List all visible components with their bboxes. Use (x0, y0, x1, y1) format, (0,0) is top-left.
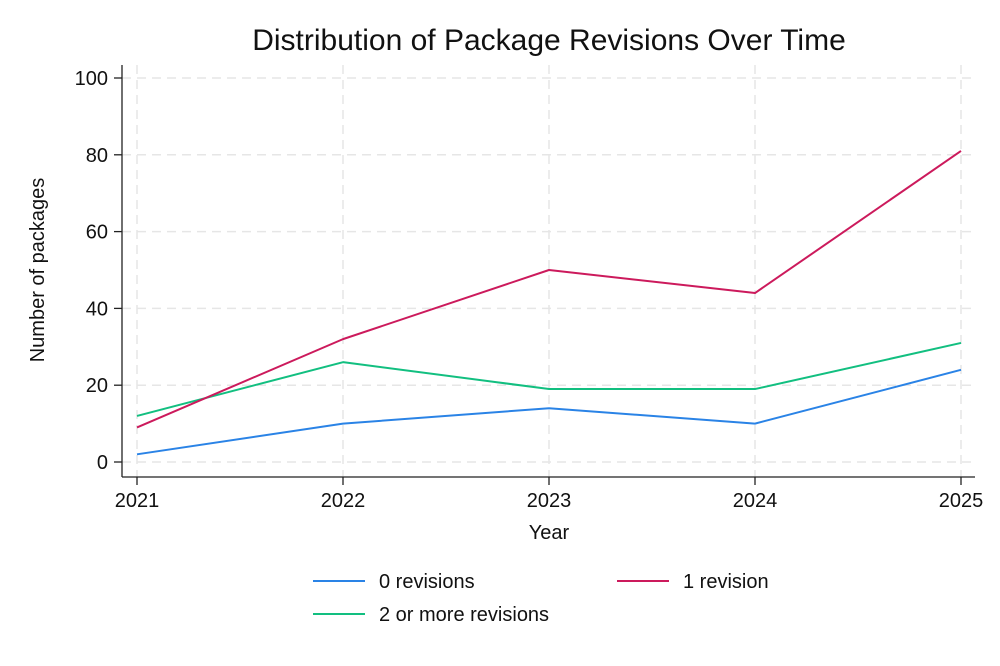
y-tick-label: 0 (97, 452, 108, 474)
y-tick-label: 60 (86, 222, 108, 244)
x-tick-label: 2025 (939, 490, 984, 512)
y-tick-label: 20 (86, 375, 108, 397)
y-tick-label: 100 (75, 68, 108, 90)
grid (122, 65, 975, 477)
x-tick-label: 2022 (321, 490, 366, 512)
legend-label: 0 revisions (379, 571, 475, 593)
x-tick-label: 2021 (115, 490, 160, 512)
legend-label: 1 revision (683, 571, 769, 593)
x-ticks: 2021 2022 2023 2024 2025 (115, 477, 984, 512)
x-tick-label: 2024 (733, 490, 778, 512)
legend: 0 revisions 1 revision 2 or more revisions (313, 571, 769, 626)
series-line-2-or-more-revisions (136, 341, 962, 417)
x-tick-label: 2023 (527, 490, 572, 512)
y-ticks: 0 20 40 60 80 100 (75, 68, 122, 474)
y-axis-label: Number of packages (27, 178, 49, 363)
legend-label: 2 or more revisions (379, 604, 549, 626)
series-lines (136, 150, 962, 456)
x-axis-label: Year (529, 522, 570, 544)
series-line-0-revisions (136, 368, 962, 456)
y-tick-label: 40 (86, 298, 108, 320)
chart-title: Distribution of Package Revisions Over T… (252, 24, 846, 57)
series-line-1-revision (136, 150, 962, 429)
y-tick-label: 80 (86, 145, 108, 167)
